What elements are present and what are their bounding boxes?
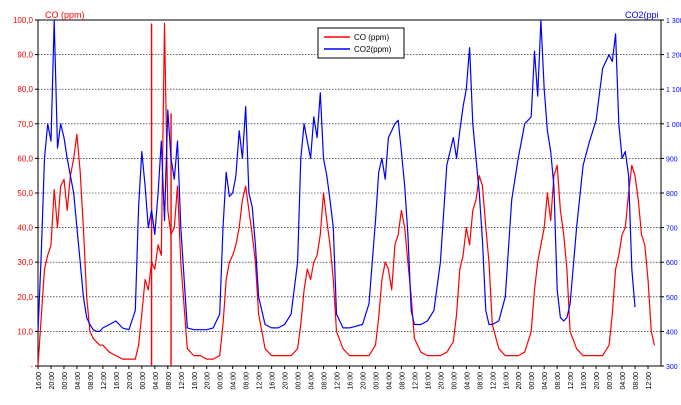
left-tick-label: 90,0 bbox=[17, 51, 33, 60]
x-tick-label: 00:00 bbox=[296, 372, 303, 390]
x-tick-label: 08:00 bbox=[477, 372, 484, 390]
legend: CO (ppm) CO2(ppm) bbox=[317, 27, 405, 59]
x-tick-label: 08:00 bbox=[633, 372, 640, 390]
x-tick-label: 08:00 bbox=[166, 372, 173, 390]
left-tick-label: - bbox=[30, 362, 33, 371]
left-tick-label: 60,0 bbox=[17, 154, 33, 163]
left-tick-label: 10,0 bbox=[17, 327, 33, 336]
x-axis: 16:00 20:00 00:00 04:00 08:00 12:00 16:00 20:00… bbox=[36, 366, 653, 390]
x-tick-label: 04:00 bbox=[309, 372, 316, 390]
x-tick-label: 12:00 bbox=[101, 372, 108, 390]
x-tick-label: 12:00 bbox=[646, 372, 653, 390]
series-layer bbox=[37, 19, 656, 367]
x-tick-label: 20:00 bbox=[283, 372, 290, 390]
x-tick-label: 16:00 bbox=[503, 372, 510, 390]
x-tick-label: 12:00 bbox=[490, 372, 497, 390]
x-tick-label: 04:00 bbox=[153, 372, 160, 390]
right-tick-label: 700 bbox=[666, 226, 678, 233]
x-tick-label: 08:00 bbox=[322, 372, 329, 390]
x-tick-label: 20:00 bbox=[594, 372, 601, 390]
x-tick-label: 16:00 bbox=[270, 372, 277, 390]
left-tick-label: 30,0 bbox=[17, 258, 33, 267]
x-tick-label: 08:00 bbox=[244, 372, 251, 390]
x-tick-label: 08:00 bbox=[88, 372, 95, 390]
x-tick-label: 16:00 bbox=[36, 372, 43, 390]
x-tick-label: 20:00 bbox=[49, 372, 56, 390]
right-tick-label: 1 100 bbox=[666, 87, 681, 94]
x-tick-label: 04:00 bbox=[620, 372, 627, 390]
x-tick-label: 00:00 bbox=[62, 372, 69, 390]
x-tick-label: 08:00 bbox=[555, 372, 562, 390]
x-tick-label: 00:00 bbox=[451, 372, 458, 390]
x-tick-label: 04:00 bbox=[464, 372, 471, 390]
x-tick-label: 20:00 bbox=[360, 372, 367, 390]
left-axis-label: CO (ppm) bbox=[45, 10, 85, 20]
series-line-co2 bbox=[37, 19, 636, 332]
left-tick-label: 100,0 bbox=[13, 16, 34, 25]
x-tick-label: 00:00 bbox=[373, 372, 380, 390]
x-tick-label: 00:00 bbox=[218, 372, 225, 390]
left-tick-label: 20,0 bbox=[17, 293, 33, 302]
legend-label-co: CO (ppm) bbox=[354, 33, 389, 42]
left-tick-label: 50,0 bbox=[17, 189, 33, 198]
x-tick-label: 12:00 bbox=[568, 372, 575, 390]
x-tick-label: 12:00 bbox=[412, 372, 419, 390]
x-tick-label: 04:00 bbox=[231, 372, 238, 390]
x-tick-label: 00:00 bbox=[529, 372, 536, 390]
x-tick-label: 04:00 bbox=[386, 372, 393, 390]
right-tick-label: 1 300 bbox=[666, 18, 681, 25]
right-axis-label: CO2(ppi bbox=[625, 10, 659, 20]
x-tick-label: 08:00 bbox=[399, 372, 406, 390]
right-tick-label: 500 bbox=[666, 295, 678, 302]
legend-box bbox=[317, 27, 405, 59]
x-tick-label: 16:00 bbox=[348, 372, 355, 390]
x-tick-label: 00:00 bbox=[607, 372, 614, 390]
right-tick-label: 800 bbox=[666, 191, 678, 198]
right-tick-label: 600 bbox=[666, 260, 678, 267]
right-tick-label: 900 bbox=[666, 156, 678, 163]
right-tick-label: 1 000 bbox=[666, 122, 681, 129]
x-tick-label: 12:00 bbox=[335, 372, 342, 390]
legend-label-co2: CO2(ppm) bbox=[354, 45, 392, 54]
x-tick-label: 00:00 bbox=[140, 372, 147, 390]
left-tick-label: 70,0 bbox=[17, 120, 33, 129]
left-tick-label: 40,0 bbox=[17, 224, 33, 233]
right-tick-label: 300 bbox=[666, 364, 678, 371]
x-tick-label: 04:00 bbox=[75, 372, 82, 390]
x-tick-label: 04:00 bbox=[542, 372, 549, 390]
x-tick-label: 16:00 bbox=[425, 372, 432, 390]
x-tick-label: 16:00 bbox=[192, 372, 199, 390]
x-tick-label: 20:00 bbox=[127, 372, 134, 390]
x-tick-label: 12:00 bbox=[179, 372, 186, 390]
right-tick-label: 400 bbox=[666, 329, 678, 336]
x-tick-label: 20:00 bbox=[438, 372, 445, 390]
grid bbox=[38, 54, 661, 332]
x-tick-label: 16:00 bbox=[114, 372, 121, 390]
x-tick-label: 20:00 bbox=[205, 372, 212, 390]
left-tick-label: 80,0 bbox=[17, 85, 33, 94]
x-tick-label: 12:00 bbox=[257, 372, 264, 390]
series-line-co bbox=[37, 22, 656, 367]
right-axis: 300 400 500 600 700 800 900 1 000 1 100 1 200 1 30… bbox=[661, 18, 681, 371]
right-tick-label: 1 200 bbox=[666, 53, 681, 60]
left-axis: - 10,0 20,0 30,0 40,0 50,0 60,0 70,0 80,0 90,0 100… bbox=[13, 16, 38, 371]
x-tick-label: 16:00 bbox=[581, 372, 588, 390]
x-tick-label: 20:00 bbox=[516, 372, 523, 390]
